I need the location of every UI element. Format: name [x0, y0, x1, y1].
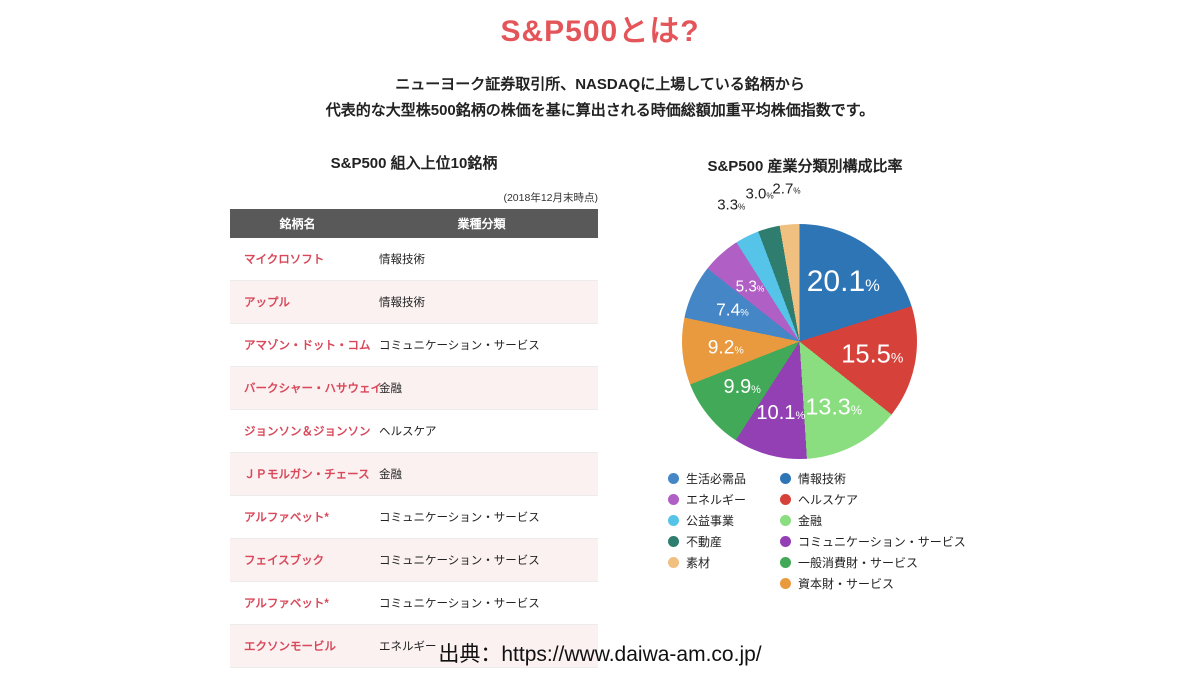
- legend-color-dot: [780, 494, 791, 505]
- legend-label: エネルギー: [686, 493, 747, 507]
- legend-label: 不動産: [686, 535, 723, 549]
- table-row: アルファベット* コミュニケーション・サービス: [230, 581, 598, 625]
- table-row: ＪＰモルガン・チェース 金融: [230, 452, 598, 496]
- stock-name: エクソンモービル: [230, 624, 365, 668]
- page-title: S&P500とは?: [500, 15, 700, 48]
- column-header-name: 銘柄名: [230, 209, 365, 238]
- table-date-note: (2018年12月末時点): [503, 192, 598, 204]
- stock-sector: 情報技術: [365, 238, 598, 281]
- legend-item: ヘルスケア: [780, 489, 966, 510]
- stock-sector: 金融: [365, 366, 598, 410]
- stock-sector: ヘルスケア: [365, 409, 598, 453]
- stock-name: アルファベット*: [230, 581, 365, 625]
- legend-column: 生活必需品エネルギー公益事業不動産素材: [668, 468, 780, 594]
- table-body: マイクロソフト 情報技術 アップル 情報技術 アマゾン・ドット・コム コミュニケーション・…: [230, 238, 598, 668]
- legend-color-dot: [668, 473, 679, 484]
- legend-item: 情報技術: [780, 468, 966, 489]
- legend-color-dot: [780, 515, 791, 526]
- table-row: アマゾン・ドット・コム コミュニケーション・サービス: [230, 323, 598, 367]
- stock-name: ジョンソン＆ジョンソン: [230, 409, 371, 453]
- pie-slice-label: 3.3%: [717, 196, 746, 214]
- legend-color-dot: [668, 515, 679, 526]
- legend-item: 公益事業: [668, 510, 780, 531]
- description-line-2: 代表的な大型株500銘柄の株価を基に算出される時価総額加重平均株価指数です。: [325, 101, 875, 119]
- holdings-table: 銘柄名 業種分類 マイクロソフト 情報技術 アップル 情報技術 アマゾン・ドット・コムコ…: [230, 209, 598, 668]
- legend-item: 素材: [668, 552, 780, 573]
- legend-item: 金融: [780, 510, 966, 531]
- legend-item: 生活必需品: [668, 468, 780, 489]
- holdings-section: S&P500 組入上位10銘柄 (2018年12月末時点) 銘柄名 業種分類 マ…: [230, 152, 598, 668]
- stock-sector: 情報技術: [365, 280, 598, 324]
- table-row: フェイスブック コミュニケーション・サービス: [230, 538, 598, 582]
- legend-color-dot: [668, 536, 679, 547]
- legend-label: 生活必需品: [686, 472, 747, 486]
- pie-slice-label: 9.9%: [723, 376, 761, 399]
- stock-name: ＪＰモルガン・チェース: [230, 452, 370, 496]
- stock-name: バークシャー・ハサウェイ: [230, 366, 382, 410]
- pie-slice-label: 15.5%: [841, 340, 904, 369]
- legend-column: 情報技術ヘルスケア金融コミュニケーション・サービス 一般消費財・サービス 資本財・サ…: [780, 468, 966, 594]
- pie-slice-label: 10.1%: [756, 402, 806, 425]
- table-row: マイクロソフト 情報技術: [230, 238, 598, 281]
- stock-sector: コミュニケーション・サービス: [365, 495, 598, 539]
- legend-label: 情報技術: [798, 472, 847, 486]
- table-row: エクソンモービル エネルギー: [230, 624, 598, 668]
- legend-label: 公益事業: [686, 514, 735, 528]
- stock-name: フェイスブック: [230, 538, 365, 582]
- legend-color-dot: [668, 557, 679, 568]
- legend-label: 金融: [798, 514, 823, 528]
- legend-item: コミュニケーション・サービス: [780, 531, 966, 552]
- source-citation: 出典：https://www.daiwa-am.co.jp/: [438, 643, 762, 666]
- legend-label: 素材: [686, 556, 711, 570]
- legend-color-dot: [780, 557, 791, 568]
- stock-name: アルファベット*: [230, 495, 365, 539]
- legend-label: 資本財・サービス: [798, 577, 895, 591]
- stock-sector: エネルギー: [365, 624, 598, 668]
- table-row: アルファベット* コミュニケーション・サービス: [230, 495, 598, 539]
- legend-label: 一般消費財・サービス: [798, 556, 919, 570]
- legend-item: 不動産: [668, 531, 780, 552]
- table-row: バークシャー・ハサウェイ 金融: [230, 366, 598, 410]
- stock-name: アップル: [230, 280, 365, 324]
- description: ニューヨーク証券取引所、NASDAQに上場している銘柄から 代表的な大型株500…: [0, 72, 1200, 123]
- legend-color-dot: [780, 578, 791, 589]
- table-title: S&P500 組入上位10銘柄: [330, 155, 498, 172]
- stock-sector: コミュニケーション・サービス: [365, 581, 598, 625]
- pie-slice-label: 5.3%: [735, 277, 765, 295]
- legend-label: ヘルスケア: [798, 493, 859, 507]
- stock-name: アマゾン・ドット・コム: [230, 323, 371, 367]
- description-line-1: ニューヨーク証券取引所、NASDAQに上場している銘柄から: [395, 76, 805, 93]
- chart-legend: 生活必需品 エネルギー 公益事業 不動産 素材 情報技術 ヘルスケア 金融 コミュニケーション・…: [668, 468, 966, 594]
- pie-slice-label: 3.0%: [745, 185, 774, 203]
- pie-chart: 20.1% 15.5% 13.3% 10.1% 9.9% 9.2% 7.4% 5.3% 3.3%…: [630, 175, 970, 515]
- chart-title: S&P500 産業分類別構成比率: [707, 158, 903, 175]
- pie-slice-label: 9.2%: [707, 337, 744, 359]
- stock-sector: コミュニケーション・サービス: [365, 323, 598, 367]
- pie-circle: [682, 224, 917, 459]
- pie-slice-label: 2.7%: [772, 180, 801, 198]
- table-row: アップル 情報技術: [230, 280, 598, 324]
- pie-slice-label: 20.1%: [806, 264, 880, 298]
- table-row: ジョンソン＆ジョンソン ヘルスケア: [230, 409, 598, 453]
- legend-color-dot: [668, 494, 679, 505]
- stock-sector: 金融: [365, 452, 598, 496]
- pie-slice-label: 13.3%: [805, 393, 863, 420]
- legend-item: 一般消費財・サービス: [780, 552, 966, 573]
- legend-item: 資本財・サービス: [780, 573, 966, 594]
- stock-sector: コミュニケーション・サービス: [365, 538, 598, 582]
- table-header-row: 銘柄名 業種分類: [230, 209, 598, 238]
- legend-color-dot: [780, 536, 791, 547]
- legend-label: コミュニケーション・サービス: [798, 535, 966, 549]
- stock-name: マイクロソフト: [230, 238, 365, 281]
- column-header-sector: 業種分類: [365, 209, 598, 238]
- legend-item: エネルギー: [668, 489, 780, 510]
- pie-slice-label: 7.4%: [716, 299, 749, 320]
- legend-color-dot: [780, 473, 791, 484]
